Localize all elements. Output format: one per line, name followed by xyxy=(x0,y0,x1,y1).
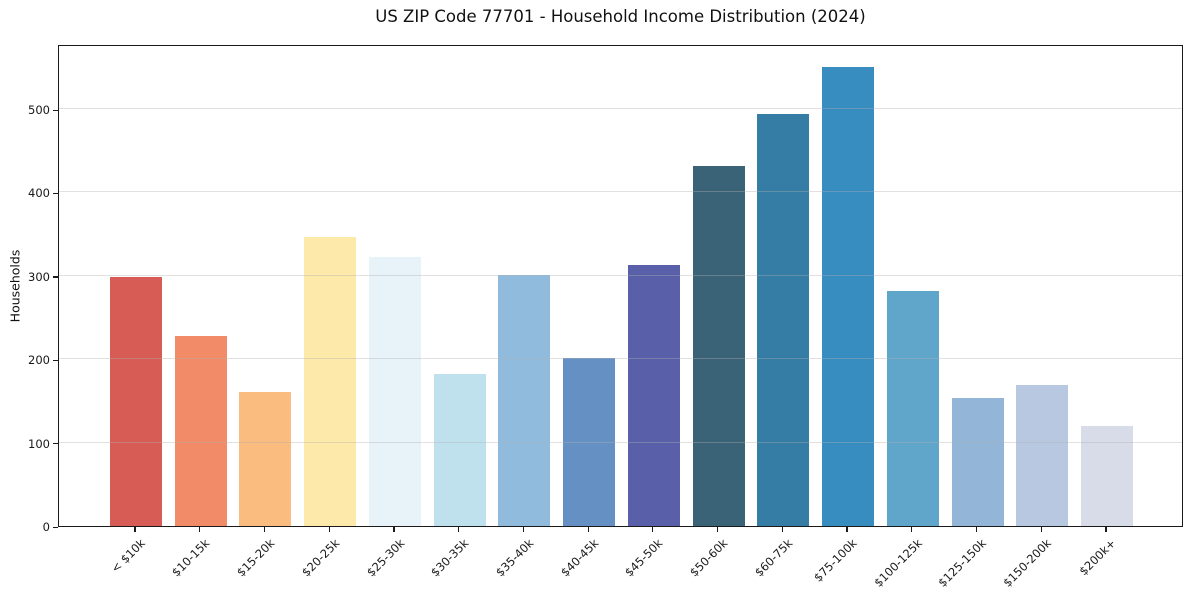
y-axis-tick xyxy=(53,359,58,361)
x-tick-label: $15-20k xyxy=(233,536,278,580)
bar-$200k+ xyxy=(1080,425,1133,526)
x-axis-tick xyxy=(199,527,201,532)
x-tick-label: $35-40k xyxy=(492,536,537,580)
x-axis-tick xyxy=(716,527,719,532)
x-axis-tick xyxy=(458,527,460,532)
x-axis-tick xyxy=(1105,527,1107,532)
x-tick-label: < $10k xyxy=(108,536,148,576)
x-axis-tick xyxy=(911,527,913,532)
bar-$15-20k xyxy=(239,391,292,526)
x-axis-tick xyxy=(393,527,395,532)
plot-area xyxy=(58,45,1183,527)
gridline-200 xyxy=(59,358,1182,360)
y-axis-tick xyxy=(53,109,58,111)
bar-$35-40k xyxy=(498,275,551,526)
bar-< $10k xyxy=(110,276,163,526)
x-tick-label: $30-35k xyxy=(428,536,472,580)
x-tick-label: $40-45k xyxy=(557,536,602,580)
bar-$10-15k xyxy=(174,335,227,526)
bar-$45-50k xyxy=(627,265,680,526)
gridline-100 xyxy=(59,441,1182,443)
x-axis-tick xyxy=(1040,527,1042,532)
bar-$125-150k xyxy=(951,398,1004,526)
y-axis-tick xyxy=(53,443,58,445)
y-tick-label: 200 xyxy=(28,353,50,368)
bar-$75-100k xyxy=(822,67,875,526)
gridline-300 xyxy=(59,274,1182,276)
bar-$100-125k xyxy=(886,290,939,526)
x-tick-label: $75-100k xyxy=(811,536,860,585)
x-axis-tick xyxy=(328,527,330,532)
x-tick-label: $10-15k xyxy=(169,536,213,580)
x-tick-label: $20-25k xyxy=(298,536,343,580)
x-axis-tick xyxy=(587,527,589,532)
x-axis-tick xyxy=(522,527,524,532)
bar-$60-75k xyxy=(757,114,810,526)
bar-$20-25k xyxy=(304,236,357,526)
bar-$30-35k xyxy=(433,374,486,526)
gridline-400 xyxy=(59,191,1182,193)
y-tick-label: 500 xyxy=(28,103,50,118)
y-axis-tick xyxy=(53,192,58,195)
bar-$25-30k xyxy=(368,256,421,526)
x-axis-tick xyxy=(781,527,783,532)
bar-$40-45k xyxy=(563,358,616,526)
x-tick-label: $100-125k xyxy=(870,536,925,590)
y-axis-label: Households xyxy=(7,249,23,323)
y-tick-label: 300 xyxy=(28,269,50,284)
x-tick-label: $25-30k xyxy=(363,536,407,580)
y-axis-tick xyxy=(53,276,58,278)
x-axis-tick xyxy=(263,527,266,532)
chart-title: US ZIP Code 77701 - Household Income Dis… xyxy=(375,7,866,26)
gridline-500 xyxy=(59,108,1182,110)
x-axis-tick xyxy=(652,527,654,532)
x-axis-tick xyxy=(134,527,136,532)
x-tick-label: $45-50k xyxy=(622,536,666,580)
x-tick-label: $50-60k xyxy=(687,536,731,580)
x-tick-label: $150-200k xyxy=(1000,536,1055,590)
x-tick-label: $200k+ xyxy=(1076,536,1119,579)
y-tick-label: 0 xyxy=(42,520,50,534)
x-tick-label: $125-150k xyxy=(935,536,990,590)
y-tick-label: 100 xyxy=(28,436,50,451)
x-axis-tick xyxy=(846,527,848,532)
y-tick-label: 400 xyxy=(28,186,50,201)
bar-$150-200k xyxy=(1016,385,1069,526)
y-axis-tick xyxy=(53,526,58,528)
x-tick-label: $60-75k xyxy=(751,536,796,580)
x-axis-tick xyxy=(975,527,978,532)
bar-$50-60k xyxy=(692,165,745,526)
